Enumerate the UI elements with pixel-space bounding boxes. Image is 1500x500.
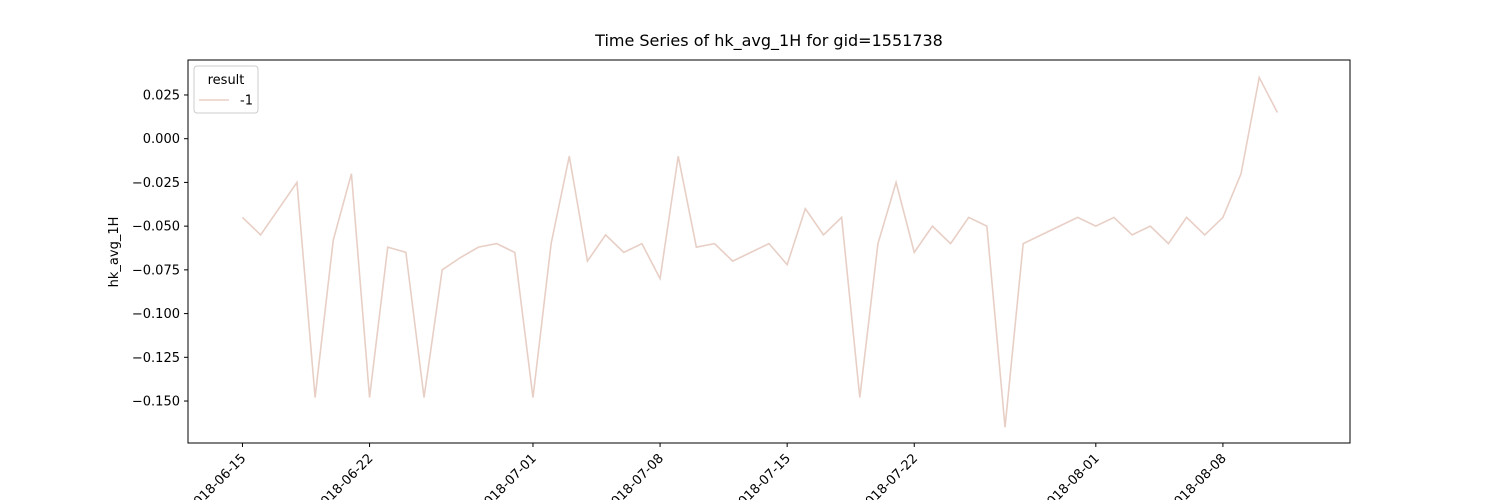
- x-tick-label: 2018-08-08: [1166, 451, 1230, 500]
- plot-frame: [187, 59, 1351, 444]
- y-tick-label: −0.075: [132, 263, 180, 278]
- x-tick-label: 2018-07-22: [857, 451, 921, 500]
- y-tick-label: −0.100: [132, 307, 180, 322]
- chart-title: Time Series of hk_avg_1H for gid=1551738: [594, 31, 943, 51]
- y-axis-label: hk_avg_1H: [107, 217, 122, 288]
- y-tick-label: 0.025: [143, 88, 180, 103]
- legend-title: result: [208, 73, 245, 88]
- x-tick-label: 2018-06-15: [185, 451, 249, 500]
- legend: result -1: [193, 65, 259, 114]
- y-tick-label: 0.000: [143, 132, 180, 147]
- y-tick-label: −0.125: [132, 351, 180, 366]
- x-tick-label: 2018-06-22: [312, 451, 376, 500]
- x-tick-label: 2018-07-15: [730, 451, 794, 500]
- y-tick-label: −0.025: [132, 176, 180, 191]
- x-tick-label: 2018-07-08: [603, 451, 667, 500]
- legend-box: [193, 65, 259, 114]
- y-tick-label: −0.150: [132, 395, 180, 410]
- y-tick-label: −0.050: [132, 220, 180, 235]
- data-line: [241, 75, 1279, 428]
- x-tick-label: 2018-08-01: [1039, 451, 1103, 500]
- legend-label: -1: [240, 94, 253, 109]
- x-tick-label: 2018-07-01: [476, 451, 540, 500]
